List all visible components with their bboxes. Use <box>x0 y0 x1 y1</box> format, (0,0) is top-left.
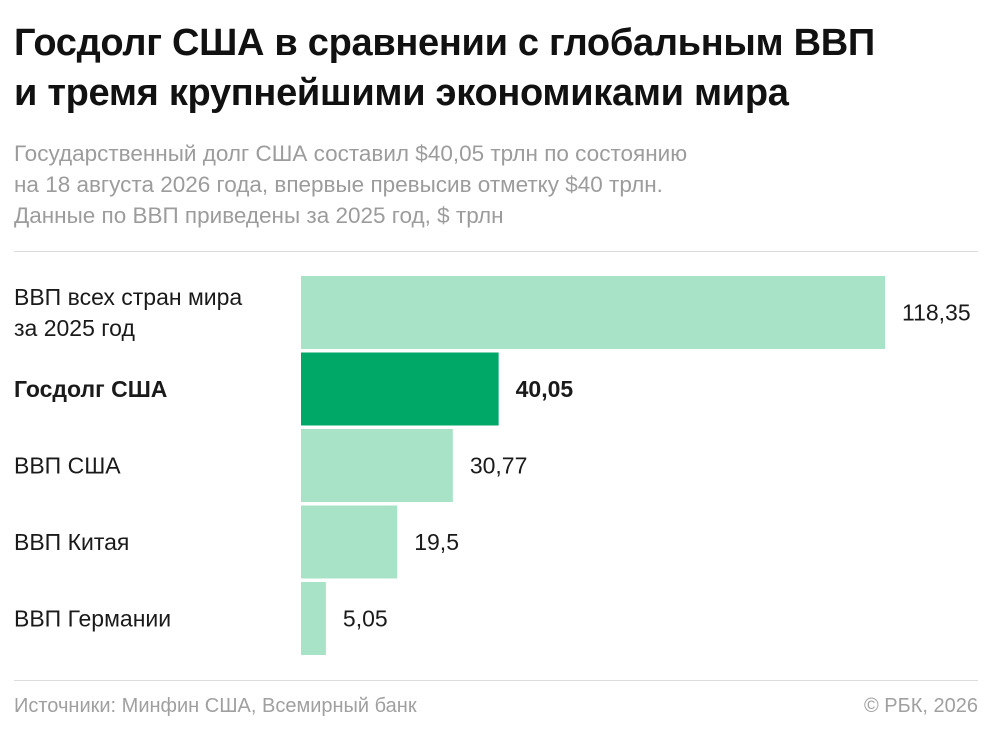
value-label: 40,05 <box>516 376 574 402</box>
bar-chart-svg: ВВП всех стран мира за 2025 год 118,35 Госд… <box>14 276 971 655</box>
chart-title: Госдолг США в сравнении с глобальным ВВП… <box>14 18 974 118</box>
value-label: 30,77 <box>470 453 528 479</box>
bar <box>301 582 326 655</box>
bottom-divider <box>14 680 978 681</box>
category-label: ВВП США <box>14 453 121 479</box>
value-label: 5,05 <box>343 606 388 632</box>
chart-subtitle-line: на 18 августа 2026 года, впервые превыси… <box>14 172 663 197</box>
top-divider <box>14 251 978 252</box>
value-label: 118,35 <box>902 300 971 326</box>
bar <box>301 505 398 579</box>
chart-title-line: Госдолг США в сравнении с глобальным ВВП <box>14 22 875 64</box>
copyright: © РБК, 2026 <box>863 695 978 717</box>
category-label: ВВП Германии <box>14 606 171 632</box>
category-label: за 2025 год <box>14 315 135 341</box>
category-label: ВВП всех стран мира <box>14 284 242 310</box>
chart-subtitle-line: Данные по ВВП приведены за 2025 год, $ т… <box>14 203 504 228</box>
bar <box>301 352 499 426</box>
chart-subtitle-line: Государственный долг США составил $40,05… <box>14 141 688 166</box>
value-label: 19,5 <box>414 529 459 555</box>
category-label: Госдолг США <box>14 376 167 402</box>
source-note: Источники: Минфин США, Всемирный банк <box>14 695 417 717</box>
chart-subtitle: Государственный долг США составил $40,05… <box>14 138 984 231</box>
category-label: ВВП Китая <box>14 529 129 555</box>
bar <box>301 276 885 349</box>
bar-chart: ВВП всех стран мира за 2025 год 118,35 Госд… <box>0 252 1000 680</box>
chart-title-line: и тремя крупнейшими экономиками мира <box>14 72 789 114</box>
bar <box>301 429 453 502</box>
